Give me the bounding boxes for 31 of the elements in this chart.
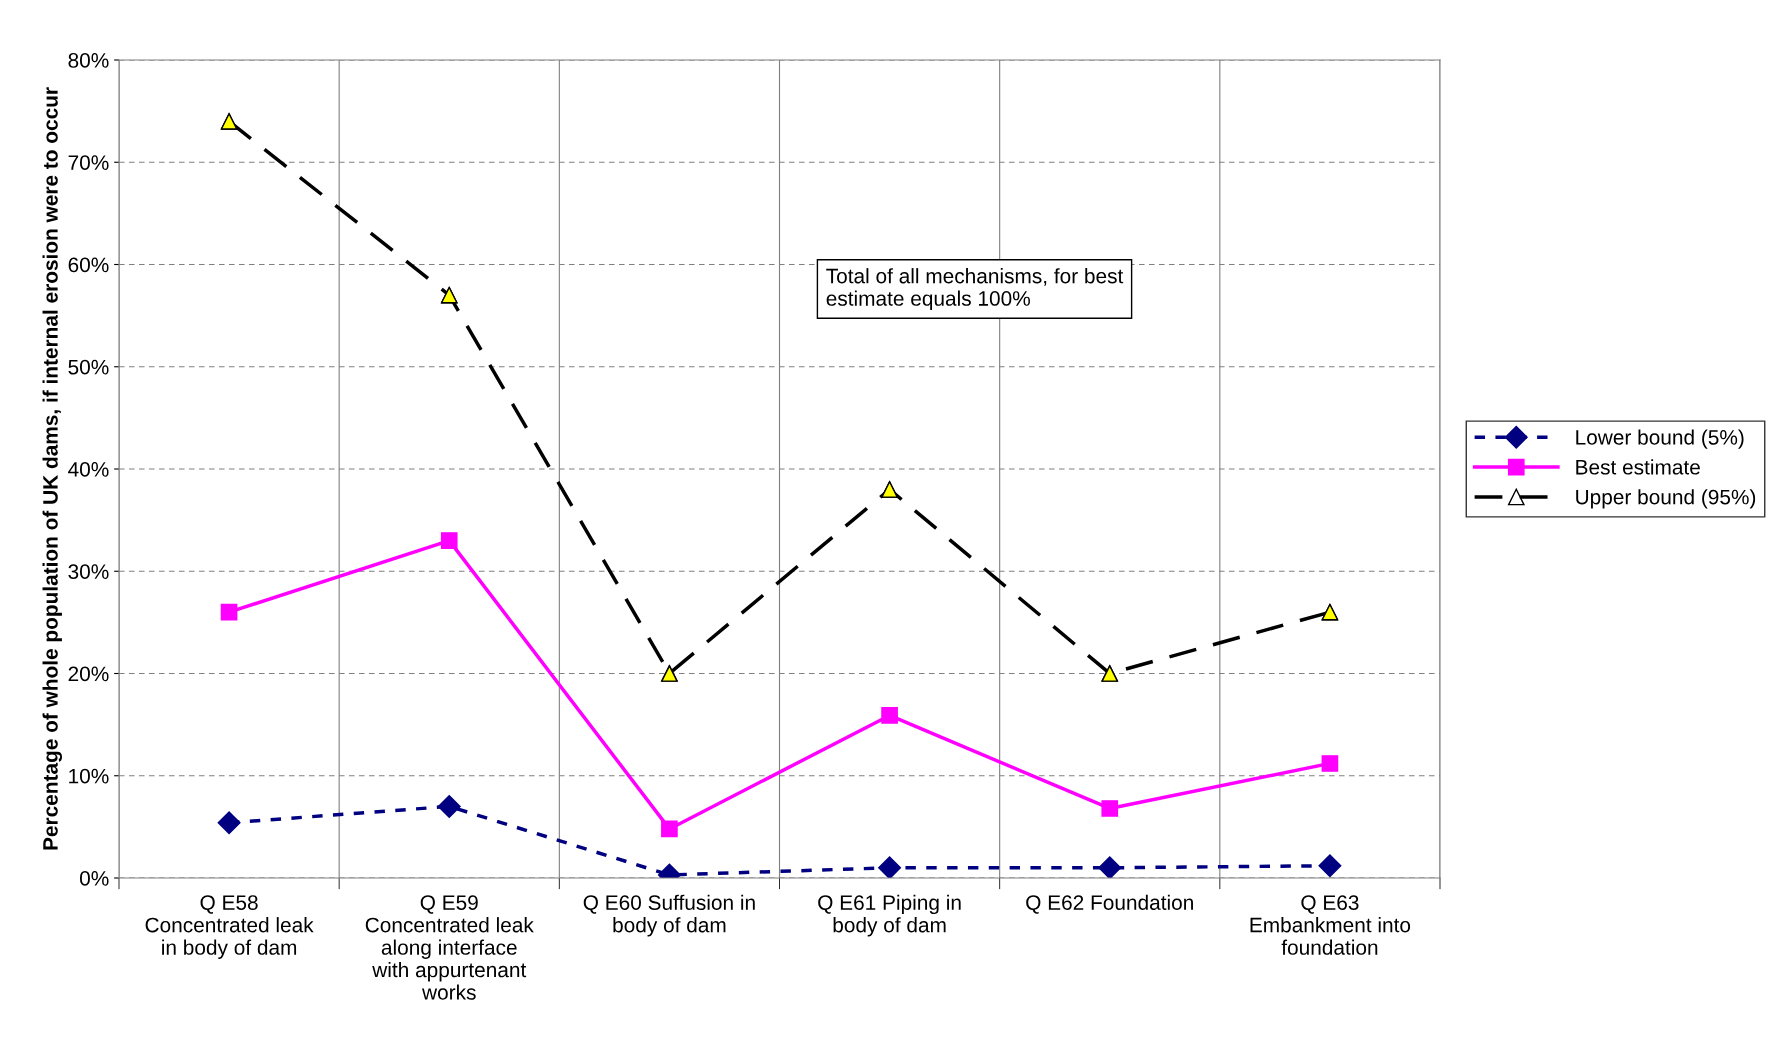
point: [217, 811, 241, 835]
point: [220, 603, 238, 621]
x-tick-label: Q E58 Concentrated leak in body of dam: [145, 895, 314, 959]
point: [440, 532, 458, 549]
y-tick-label: 60%: [68, 257, 109, 273]
y-tick-label: 40%: [68, 462, 109, 477]
x-tick-label: Q E63 Embankment into foundation: [1250, 895, 1411, 955]
point: [1318, 854, 1342, 878]
point: [881, 707, 898, 724]
annotation: Total of all mechanisms, for best estimate equals 100%: [826, 268, 1124, 310]
legend-label: Best estimate: [1576, 459, 1700, 475]
y-tick-label: 20%: [68, 666, 109, 682]
x-tick-label: Q E62 Foundation: [1026, 894, 1193, 914]
point: [1321, 755, 1339, 772]
point: [437, 794, 461, 818]
x-tick-label: Q E59 Concentrated leak along interface with appurtenant works: [365, 895, 534, 1000]
legend-label: Upper bound (95%): [1576, 489, 1756, 509]
point: [1101, 800, 1119, 817]
y-axis-title: Percentage of whole population of UK dams, if internal erosion were to occur: [42, 87, 63, 850]
y-tick-label: 80%: [68, 53, 109, 68]
y-tick-label: 30%: [68, 564, 109, 579]
y-tick-label: 0%: [79, 871, 109, 886]
legend-label: Lower bound (5%): [1576, 429, 1744, 449]
y-tick-label: 50%: [68, 359, 109, 375]
point: [661, 820, 678, 838]
x-tick-label: Q E60 Suffusion in body of dam: [583, 894, 755, 937]
x-tick-label: Q E61 Piping in body of dam: [818, 894, 961, 937]
point: [1098, 856, 1122, 878]
point: [878, 856, 902, 878]
y-tick-label: 10%: [69, 768, 109, 784]
y-tick-label: 70%: [68, 155, 109, 170]
